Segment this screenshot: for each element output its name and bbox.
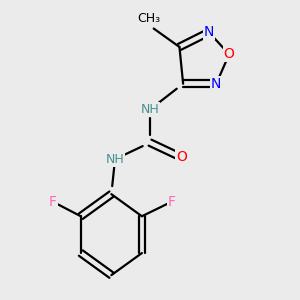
Text: CH₃: CH₃ xyxy=(138,12,161,25)
Text: NH: NH xyxy=(141,103,159,116)
Text: F: F xyxy=(168,194,176,208)
Text: NH: NH xyxy=(106,153,124,166)
Text: F: F xyxy=(49,194,56,208)
Text: O: O xyxy=(224,47,235,61)
Text: N: N xyxy=(204,25,214,39)
Text: N: N xyxy=(211,77,221,91)
Text: O: O xyxy=(176,150,187,164)
